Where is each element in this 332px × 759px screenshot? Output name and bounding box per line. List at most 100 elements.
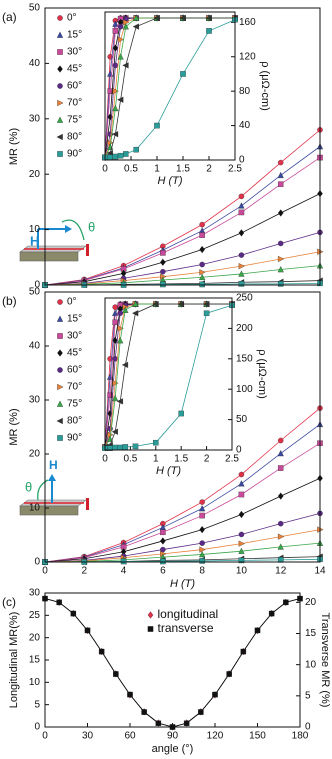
x-tick-label: 6 bbox=[160, 566, 166, 577]
marker bbox=[206, 28, 212, 34]
series-line bbox=[44, 513, 321, 563]
legend-label: transverse bbox=[158, 621, 214, 635]
marker bbox=[120, 558, 127, 565]
legend-marker bbox=[56, 116, 64, 123]
y-tick-label: 30 bbox=[29, 395, 41, 406]
legend-marker bbox=[57, 349, 63, 357]
panel-label: (c) bbox=[2, 595, 16, 609]
marker bbox=[112, 309, 119, 316]
marker bbox=[238, 491, 245, 498]
y-tick-label: 20 bbox=[29, 449, 41, 460]
x-axis-label: angle (°) bbox=[152, 743, 194, 755]
angle-label: θ bbox=[88, 219, 95, 234]
marker bbox=[112, 394, 119, 402]
marker bbox=[203, 310, 210, 316]
marker bbox=[277, 533, 285, 540]
chart-panel: 0 5 10 15 20 25 30 0 5 10 15 20 0 30 60 90 120 150 180 (c) a… bbox=[2, 588, 331, 755]
y-axis-label: ρ (μΩ-cm) bbox=[256, 349, 268, 399]
y-tick-label: 10 bbox=[29, 503, 41, 514]
marker bbox=[112, 153, 119, 160]
angle-arc bbox=[37, 479, 49, 501]
x-tick-label: 4 bbox=[121, 566, 127, 577]
y-tick-label: 0 bbox=[34, 722, 40, 733]
marker bbox=[122, 62, 129, 69]
marker bbox=[132, 300, 139, 307]
schematic-a: H θ bbox=[19, 219, 95, 262]
y-tick-label: 20 bbox=[29, 632, 41, 643]
y-tick-label: 10 bbox=[29, 224, 41, 235]
marker bbox=[116, 398, 123, 405]
x-tick-label: 30 bbox=[82, 731, 94, 742]
y-tick-label: 0 bbox=[239, 155, 245, 166]
marker bbox=[112, 380, 119, 387]
marker bbox=[152, 300, 159, 308]
plot-frame bbox=[44, 7, 321, 286]
panel-label: (b) bbox=[2, 294, 17, 308]
marker bbox=[238, 547, 245, 554]
inset-chart: 0 40 80 120 160 0 0.5 1 1.5 2 2.5 H (T) ρ (μΩ-cm) bbox=[101, 11, 271, 187]
marker bbox=[127, 691, 133, 698]
y2-tick-label: 10 bbox=[305, 659, 317, 670]
marker bbox=[121, 361, 129, 368]
y2-tick-label: 20 bbox=[305, 597, 317, 608]
contact bbox=[86, 244, 89, 256]
legend-label: 75° bbox=[67, 115, 82, 126]
y-tick-label: 30 bbox=[29, 113, 41, 124]
marker bbox=[178, 410, 184, 417]
marker bbox=[277, 543, 284, 550]
legend-marker bbox=[56, 133, 63, 141]
bar-side bbox=[19, 505, 79, 516]
x-tick-label: 2.5 bbox=[228, 164, 242, 175]
y-tick-label: 0 bbox=[236, 445, 242, 456]
x-tick-label: 2 bbox=[206, 164, 212, 175]
x-tick-label: 60 bbox=[124, 731, 136, 742]
legend-label: 15° bbox=[67, 314, 82, 325]
marker bbox=[199, 221, 205, 228]
legend-label: 30° bbox=[67, 331, 82, 342]
y-tick-label: 40 bbox=[29, 341, 41, 352]
legend-marker bbox=[57, 383, 64, 391]
marker bbox=[56, 599, 62, 606]
x-tick-label: 14 bbox=[314, 566, 326, 577]
marker bbox=[198, 709, 204, 715]
marker bbox=[111, 428, 118, 435]
x-axis-label: H (T) bbox=[157, 175, 182, 187]
marker bbox=[106, 435, 114, 442]
plot-frame bbox=[44, 291, 321, 563]
x-tick-label: 1 bbox=[154, 164, 160, 175]
marker bbox=[122, 23, 129, 30]
marker bbox=[180, 71, 186, 77]
marker bbox=[199, 550, 206, 558]
legend-label: 90° bbox=[67, 149, 82, 160]
y2-tick-label: 5 bbox=[305, 690, 311, 701]
inset-background bbox=[105, 12, 235, 160]
x-tick-label: 0 bbox=[102, 164, 108, 175]
marker bbox=[238, 510, 245, 519]
marker bbox=[107, 392, 113, 399]
marker bbox=[277, 240, 284, 247]
y-axis-label: ρ (μΩ-cm) bbox=[259, 61, 271, 111]
y-tick-label: 20 bbox=[29, 169, 41, 180]
x-tick-label: 120 bbox=[207, 731, 224, 742]
y-tick-label: 120 bbox=[239, 51, 256, 62]
legend-marker bbox=[57, 15, 63, 21]
y-tick-label: 25 bbox=[29, 610, 41, 621]
marker bbox=[199, 245, 205, 254]
y-axis-label: MR (%) bbox=[8, 408, 20, 445]
legend-label: 80° bbox=[67, 416, 82, 427]
x-tick-label: 0 bbox=[42, 731, 48, 742]
x-axis-label: H (T) bbox=[156, 465, 181, 477]
plot-frame bbox=[104, 11, 236, 161]
legend-marker bbox=[56, 315, 64, 322]
series-line bbox=[44, 477, 321, 563]
marker bbox=[238, 531, 245, 538]
marker bbox=[238, 263, 245, 270]
y-tick-label: 80 bbox=[239, 86, 251, 97]
marker bbox=[123, 151, 129, 157]
marker bbox=[117, 23, 124, 30]
marker bbox=[117, 337, 124, 344]
marker bbox=[112, 28, 119, 34]
legend-marker bbox=[57, 49, 63, 55]
series-line bbox=[44, 231, 321, 286]
